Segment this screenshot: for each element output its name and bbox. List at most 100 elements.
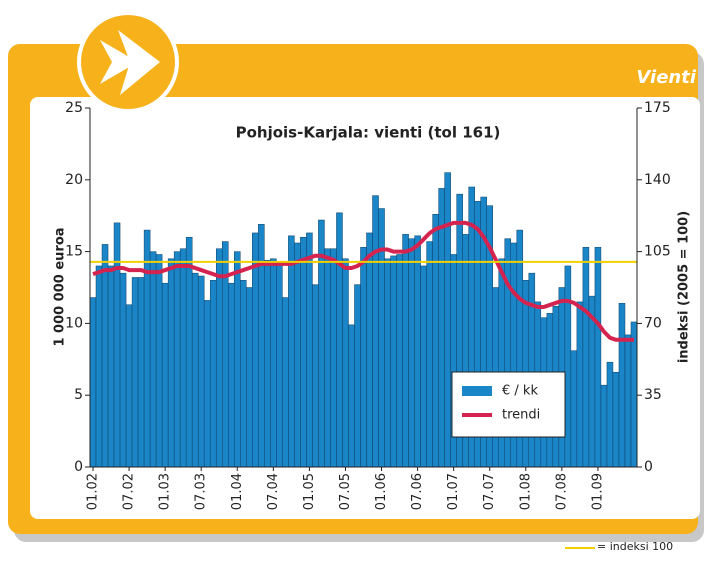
- y-tick-label: 0: [74, 459, 83, 475]
- bar: [167, 258, 175, 468]
- bar: [360, 247, 367, 468]
- bar: [366, 232, 373, 468]
- bar: [354, 284, 361, 468]
- x-tick-label: 07.02: [122, 473, 137, 510]
- bar: [390, 255, 397, 468]
- bar: [246, 287, 253, 468]
- x-tick-label: 07.03: [194, 473, 209, 510]
- bar: [240, 280, 247, 468]
- reference-legend-label: = indeksi 100: [597, 540, 673, 553]
- bar: [228, 282, 235, 468]
- y2-axis-label: indeksi (2005 = 100): [677, 211, 692, 363]
- y-axis-label: 1 000 000 euroa: [53, 227, 68, 346]
- y-tick-label: 15: [65, 244, 83, 260]
- x-tick-label: 07.04: [266, 473, 281, 510]
- bar: [203, 300, 211, 468]
- bar: [612, 371, 620, 468]
- legend-swatch: [462, 386, 492, 396]
- bar: [143, 229, 151, 468]
- bar: [420, 265, 427, 468]
- bar: [444, 172, 451, 468]
- legend-box: [451, 371, 566, 438]
- bar: [215, 248, 223, 468]
- x-tick-label: 01.07: [446, 473, 461, 510]
- y-tick-label: 20: [65, 172, 83, 188]
- bar: [95, 265, 103, 468]
- bar: [294, 242, 301, 468]
- y2-tick-label: 0: [644, 459, 653, 475]
- bar: [630, 321, 638, 468]
- x-tick-label: 01.09: [590, 473, 605, 510]
- bar: [137, 277, 145, 468]
- bar: [288, 235, 295, 468]
- bar: [306, 232, 313, 468]
- x-tick-label: 01.05: [302, 473, 317, 510]
- bar: [161, 282, 169, 468]
- bar: [312, 284, 319, 468]
- bar: [185, 236, 193, 468]
- y2-tick-label: 35: [644, 387, 662, 403]
- bar: [384, 258, 391, 468]
- y-tick-label: 25: [65, 100, 83, 116]
- y2-tick-label: 140: [644, 172, 671, 188]
- bar: [191, 272, 199, 468]
- bar: [113, 222, 121, 468]
- bar: [378, 208, 385, 468]
- bar: [264, 259, 271, 468]
- x-tick-label: 07.06: [410, 473, 425, 510]
- y2-tick-label: 70: [644, 315, 662, 331]
- bar: [107, 265, 115, 468]
- x-tick-label: 01.03: [158, 473, 173, 510]
- bar: [155, 254, 163, 468]
- bar: [600, 384, 608, 468]
- chart-title: Pohjois-Karjala: vienti (tol 161): [236, 124, 501, 142]
- bar: [270, 258, 277, 468]
- bar: [101, 244, 109, 468]
- bar: [372, 195, 379, 468]
- x-tick-label: 07.07: [482, 473, 497, 510]
- x-tick-label: 01.04: [230, 473, 245, 510]
- x-tick-label: 07.08: [554, 473, 569, 510]
- bar: [258, 224, 265, 468]
- y-tick-label: 10: [65, 315, 83, 331]
- bar: [234, 251, 241, 468]
- bar: [342, 258, 349, 468]
- bar: [149, 251, 157, 468]
- bar: [173, 251, 181, 468]
- x-tick-label: 01.06: [374, 473, 389, 510]
- bar: [125, 304, 133, 468]
- x-tick-label: 01.02: [86, 473, 101, 510]
- bar: [624, 334, 632, 468]
- bar: [330, 248, 337, 468]
- x-tick-label: 01.08: [518, 473, 533, 510]
- bar: [570, 350, 578, 468]
- bar: [414, 235, 421, 468]
- bar: [576, 301, 584, 468]
- bar: [402, 234, 409, 468]
- y2-tick-label: 105: [644, 244, 671, 260]
- y2-tick-label: 175: [644, 100, 671, 116]
- icon-arrow: [100, 30, 160, 95]
- bar: [594, 247, 602, 468]
- bar: [89, 297, 97, 468]
- bar: [300, 236, 307, 468]
- bar: [179, 248, 187, 468]
- bar: [348, 324, 355, 468]
- bar: [209, 280, 217, 468]
- bar: [324, 248, 331, 468]
- legend-label: € / kk: [502, 384, 538, 399]
- bar: [282, 297, 289, 468]
- bar: [131, 277, 139, 468]
- y-tick-label: 5: [74, 387, 83, 403]
- bar: [336, 212, 343, 468]
- bar: [276, 262, 283, 468]
- header: Vienti: [636, 67, 696, 88]
- bar: [606, 361, 614, 468]
- bar: [582, 247, 590, 468]
- bar: [564, 265, 572, 468]
- bar: [119, 272, 127, 468]
- bar: [438, 188, 445, 468]
- bar: [396, 254, 403, 468]
- legend-label: trendi: [502, 408, 540, 423]
